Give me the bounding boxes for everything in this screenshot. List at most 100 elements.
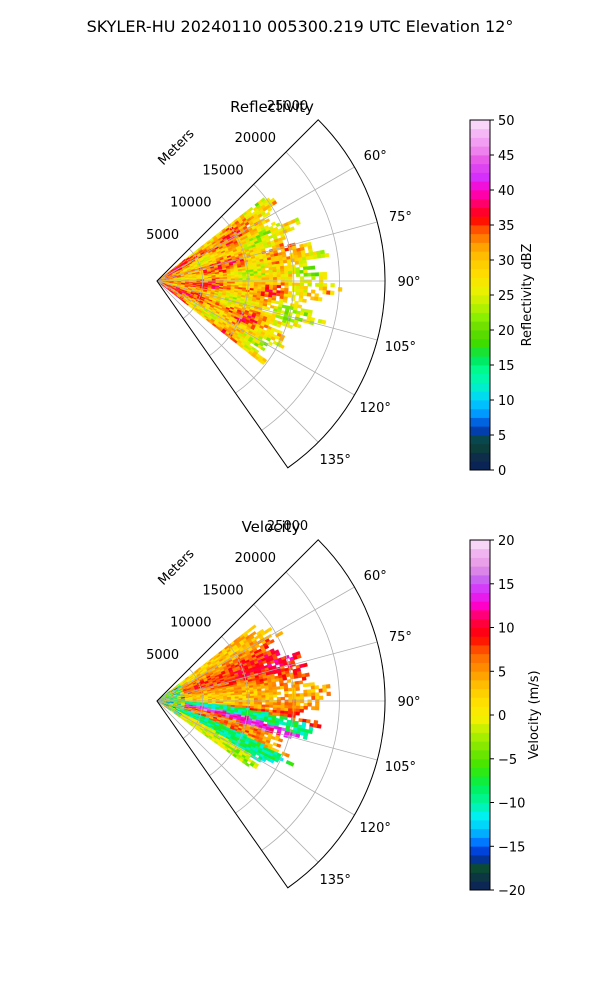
azimuth-tick-label: 105° bbox=[385, 340, 416, 355]
range-ring bbox=[182, 248, 203, 319]
colorbar-band bbox=[470, 697, 490, 707]
echo-cell bbox=[295, 220, 301, 226]
echo-cell bbox=[280, 282, 286, 286]
echo-cell bbox=[299, 693, 305, 697]
colorbar-band bbox=[470, 750, 490, 760]
echo-cell bbox=[227, 278, 232, 281]
colorbar-band bbox=[470, 802, 490, 812]
echo-cell bbox=[288, 276, 293, 281]
echo-cell bbox=[305, 255, 311, 261]
echo-cell bbox=[318, 688, 324, 693]
echo-cell bbox=[322, 688, 327, 693]
echo-cell bbox=[251, 624, 257, 630]
echo-cell bbox=[265, 704, 270, 708]
colorbar-band bbox=[470, 741, 490, 751]
echo-cell bbox=[242, 278, 247, 281]
colorbar-band bbox=[470, 137, 490, 147]
echo-cell bbox=[264, 293, 269, 298]
colorbar-tick-label: 35 bbox=[498, 219, 515, 234]
colorbar-tick-label: 15 bbox=[498, 359, 515, 374]
colorbar-band bbox=[470, 400, 490, 410]
range-tick-label: 10000 bbox=[170, 196, 211, 211]
echo-cell bbox=[238, 278, 243, 281]
colorbar-band bbox=[470, 820, 490, 830]
reflectivity-panel: Reflectivity 5000 10000 15000 20000 25000 60°… bbox=[146, 98, 421, 469]
echo-cell bbox=[257, 275, 262, 279]
echo-cell bbox=[289, 226, 295, 232]
colorbar-band bbox=[470, 540, 490, 550]
echo-cell bbox=[282, 259, 288, 264]
echo-cell bbox=[288, 705, 293, 709]
colorbar-band bbox=[470, 443, 490, 453]
colorbar-tick-label: 0 bbox=[498, 464, 506, 479]
echo-cell bbox=[261, 697, 266, 701]
colorbar-tick-label: 10 bbox=[498, 394, 515, 409]
colorbar-band bbox=[470, 723, 490, 733]
echo-cell bbox=[295, 288, 301, 293]
azimuth-tick-label: 90° bbox=[397, 275, 420, 290]
echo-cell bbox=[295, 270, 301, 274]
echo-cell bbox=[284, 752, 290, 758]
echo-cell bbox=[269, 284, 274, 288]
echo-cell bbox=[319, 275, 324, 280]
echo-cell bbox=[306, 682, 312, 687]
echo-cell bbox=[272, 694, 278, 698]
colorbar-tick-label: 20 bbox=[498, 534, 515, 549]
echo-cell bbox=[282, 299, 288, 303]
echo-cell bbox=[299, 282, 305, 287]
echo-cell bbox=[303, 285, 308, 290]
reflectivity-title: Reflectivity bbox=[230, 98, 314, 116]
colorbar-tick-label: 0 bbox=[498, 709, 506, 724]
echo-cell bbox=[253, 697, 259, 701]
echo-cell bbox=[311, 706, 316, 711]
echo-cell bbox=[295, 687, 300, 691]
echo-cell bbox=[302, 259, 307, 264]
colorbar-band bbox=[470, 601, 490, 611]
colorbar-tick-label: −10 bbox=[498, 797, 525, 812]
sector-outline bbox=[156, 119, 386, 469]
echo-cell bbox=[274, 678, 280, 682]
echo-cell bbox=[275, 712, 281, 717]
echo-cell bbox=[264, 218, 271, 224]
echo-cell bbox=[284, 702, 289, 706]
colorbar-band bbox=[470, 557, 490, 567]
echo-cell bbox=[280, 705, 285, 709]
echo-cell bbox=[284, 287, 289, 292]
echo-cell bbox=[314, 293, 319, 298]
echo-cell bbox=[249, 701, 255, 705]
echo-cell bbox=[299, 276, 305, 281]
echo-cell bbox=[310, 682, 315, 687]
reflectivity-colorbar-ticks: 0 5 10 15 20 25 30 35 40 45 50 bbox=[490, 114, 515, 479]
echo-cell bbox=[325, 684, 331, 689]
echo-cell bbox=[264, 265, 269, 269]
colorbar-band bbox=[470, 785, 490, 795]
colorbar-band bbox=[470, 653, 490, 663]
colorbar-band bbox=[470, 645, 490, 655]
echo-cell bbox=[322, 684, 327, 689]
echo-cell bbox=[307, 692, 312, 697]
echo-cell bbox=[299, 269, 304, 274]
echo-cell bbox=[315, 282, 320, 287]
echo-cell bbox=[337, 287, 343, 292]
echo-cell bbox=[299, 288, 304, 293]
echo-cell bbox=[318, 286, 324, 291]
echo-cell bbox=[307, 282, 312, 287]
echo-cell bbox=[253, 275, 259, 279]
echo-cell bbox=[265, 211, 271, 217]
echo-cell bbox=[291, 267, 297, 272]
echo-cell bbox=[295, 702, 301, 707]
colorbar-band bbox=[470, 233, 490, 243]
echo-cell bbox=[291, 288, 297, 293]
colorbar-tick-label: 30 bbox=[498, 254, 515, 269]
azimuth-tick-label: 135° bbox=[320, 453, 351, 468]
echo-cell bbox=[310, 289, 316, 294]
colorbar-band bbox=[470, 435, 490, 445]
echo-cell bbox=[242, 698, 247, 701]
colorbar-band bbox=[470, 671, 490, 681]
range-tick-label: 10000 bbox=[170, 616, 211, 631]
echo-cell bbox=[223, 278, 228, 281]
echo-cell bbox=[261, 270, 266, 274]
echo-cell bbox=[299, 705, 305, 710]
colorbar-band bbox=[470, 356, 490, 366]
colorbar-band bbox=[470, 338, 490, 348]
